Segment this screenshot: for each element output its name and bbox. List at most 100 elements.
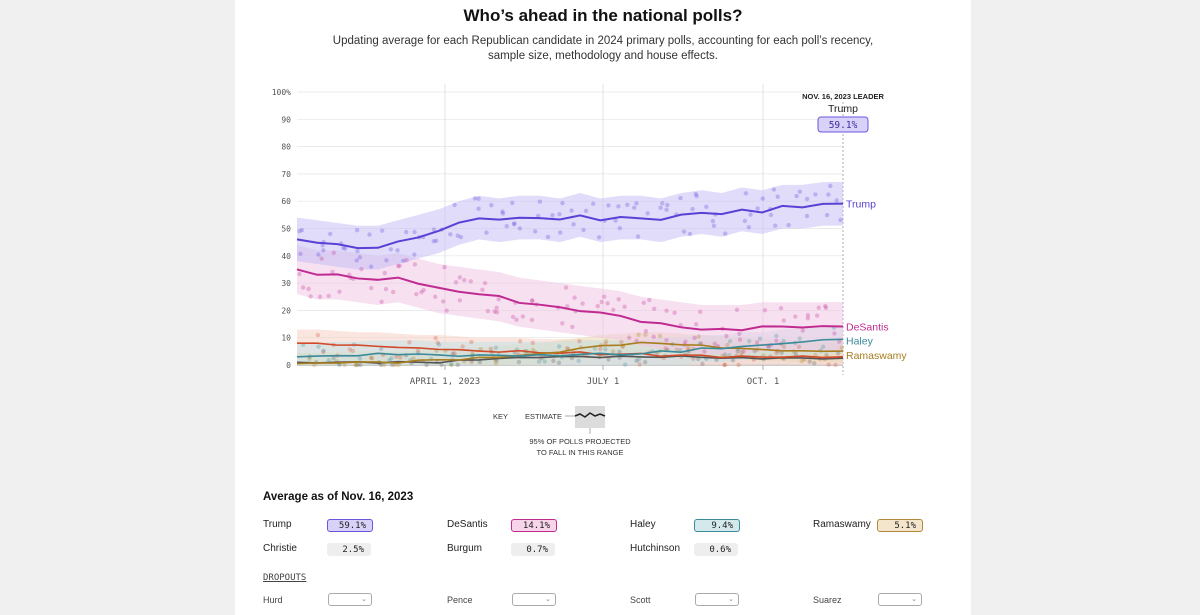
poll-dot bbox=[404, 258, 409, 263]
page-title: Who’s ahead in the national polls? bbox=[463, 6, 743, 25]
poll-dot bbox=[421, 287, 426, 293]
poll-dot bbox=[353, 362, 358, 368]
poll-dot bbox=[797, 336, 802, 341]
poll-dot bbox=[299, 227, 305, 233]
candidate-value-badge: 5.1% bbox=[877, 519, 923, 532]
poll-dot bbox=[737, 337, 743, 342]
poll-dot bbox=[326, 293, 331, 299]
poll-dot bbox=[382, 270, 387, 276]
haley-line bbox=[296, 338, 844, 358]
poll-dot bbox=[367, 232, 372, 237]
poll-dot bbox=[319, 256, 324, 261]
candidate-name: Burgum bbox=[447, 543, 483, 554]
leader-name: Trump bbox=[828, 103, 858, 115]
poll-dot bbox=[704, 204, 709, 210]
poll-dot bbox=[637, 362, 642, 367]
poll-dot bbox=[576, 358, 581, 364]
poll-dot bbox=[814, 313, 820, 318]
poll-dot bbox=[678, 195, 683, 201]
poll-dot bbox=[711, 223, 717, 228]
poll-dot bbox=[634, 358, 639, 363]
poll-dot bbox=[537, 199, 543, 204]
poll-dot bbox=[737, 331, 742, 336]
leader-callout: NOV. 16, 2023 LEADER Trump 59.1% bbox=[802, 92, 884, 133]
poll-dot bbox=[307, 356, 312, 362]
poll-dot bbox=[565, 304, 570, 309]
poll-dot bbox=[557, 211, 562, 217]
poll-dot bbox=[455, 362, 460, 368]
poll-dot bbox=[658, 205, 663, 210]
dropouts-label[interactable]: DROPOUTS bbox=[263, 573, 307, 583]
poll-dot bbox=[805, 316, 811, 321]
end-label-trump: Trump bbox=[846, 199, 876, 211]
poll-dot bbox=[625, 202, 630, 208]
poll-dot bbox=[530, 298, 535, 304]
poll-dot bbox=[449, 362, 454, 368]
poll-dot bbox=[441, 299, 446, 304]
poll-dot bbox=[412, 262, 418, 267]
poll-dot bbox=[354, 258, 359, 263]
poll-dot bbox=[316, 344, 321, 349]
poll-dot bbox=[493, 345, 499, 350]
poll-dot bbox=[298, 251, 303, 257]
poll-dot bbox=[414, 291, 419, 297]
candidate-name: Trump bbox=[263, 519, 292, 530]
poll-dot bbox=[610, 349, 616, 354]
poll-dot bbox=[595, 303, 600, 309]
dropout-select[interactable]: ⌄ bbox=[878, 593, 922, 606]
poll-dot bbox=[651, 334, 656, 339]
poll-dot bbox=[663, 346, 668, 351]
poll-dot bbox=[742, 218, 748, 224]
y-tick-label: 100% bbox=[272, 88, 291, 97]
poll-dot bbox=[781, 344, 787, 350]
poll-dot bbox=[735, 349, 740, 354]
poll-dot bbox=[683, 339, 688, 345]
dropout-select[interactable]: ⌄ bbox=[328, 593, 372, 606]
poll-dot bbox=[550, 213, 555, 218]
poll-dot bbox=[820, 344, 826, 350]
poll-dot bbox=[500, 211, 506, 216]
poll-dot bbox=[368, 264, 374, 269]
poll-dot bbox=[635, 234, 641, 239]
poll-dot bbox=[297, 229, 302, 234]
dropout-select[interactable]: ⌄ bbox=[512, 593, 556, 606]
poll-dot bbox=[569, 208, 574, 213]
poll-dot bbox=[504, 224, 509, 229]
poll-dot bbox=[398, 355, 403, 360]
poll-dot bbox=[774, 350, 779, 356]
x-tick-label: APRIL 1, 2023 bbox=[410, 377, 480, 387]
poll-dot bbox=[316, 252, 321, 257]
poll-dot bbox=[778, 305, 784, 311]
poll-dot bbox=[771, 187, 777, 192]
candidate-value-badge: 0.7% bbox=[511, 543, 555, 556]
dropout-name: Pence bbox=[447, 595, 473, 605]
chart-key bbox=[565, 406, 606, 434]
y-tick-label: 80 bbox=[281, 143, 291, 152]
poll-dot bbox=[590, 201, 596, 206]
poll-dot bbox=[734, 307, 740, 313]
poll-dot bbox=[725, 342, 730, 348]
poll-dot bbox=[697, 309, 703, 314]
poll-dot bbox=[774, 333, 779, 339]
poll-dot bbox=[603, 347, 608, 352]
poll-dot bbox=[812, 361, 817, 366]
poll-dot bbox=[592, 346, 598, 351]
poll-dot bbox=[517, 226, 523, 231]
poll-dot bbox=[529, 317, 535, 323]
leader-value: 59.1% bbox=[829, 120, 858, 131]
trump-band bbox=[297, 181, 843, 270]
poll-dot bbox=[838, 217, 843, 223]
poll-dot bbox=[368, 355, 374, 360]
poll-dot bbox=[692, 335, 697, 341]
trump-line bbox=[296, 202, 844, 250]
poll-dot bbox=[476, 206, 481, 211]
poll-dot bbox=[565, 346, 570, 351]
dropout-select[interactable]: ⌄ bbox=[695, 593, 739, 606]
x-tick-label: JULY 1 bbox=[587, 377, 620, 387]
poll-chart: 100% 90 80 70 60 50 40 30 20 10 0 APRIL 1, 2023 JULY… bbox=[272, 84, 907, 434]
poll-dot bbox=[391, 289, 396, 295]
poll-dot bbox=[722, 352, 728, 357]
poll-dot bbox=[556, 344, 562, 349]
poll-dot bbox=[693, 191, 699, 197]
poll-dot bbox=[401, 258, 406, 264]
